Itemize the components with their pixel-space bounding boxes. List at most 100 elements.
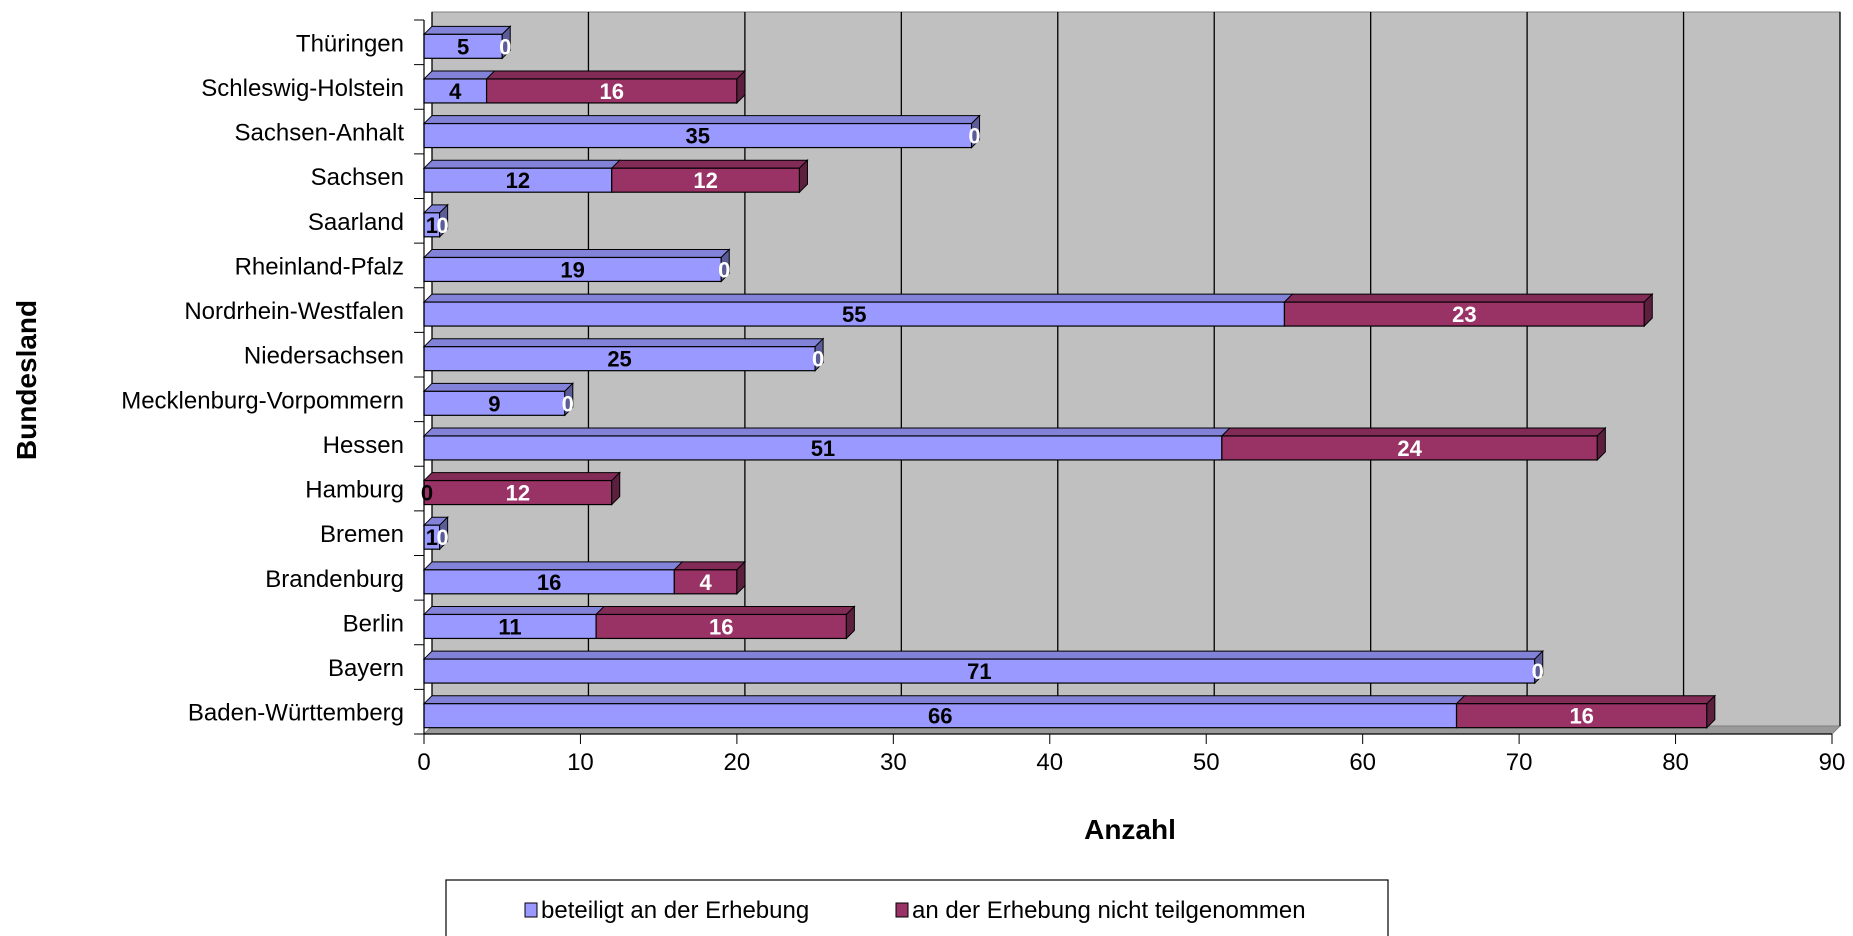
bar-side-5 <box>720 248 730 283</box>
data-label-0-7: 25 <box>607 347 631 372</box>
category-label-13: Berlin <box>343 610 404 637</box>
x-tick-label-6: 60 <box>1349 749 1376 776</box>
x-tick-label-1: 10 <box>567 749 594 776</box>
bar-top-0-3 <box>422 159 621 169</box>
bar-0-14 <box>423 658 1536 684</box>
bar-top-1-6 <box>1283 293 1654 303</box>
category-label-11: Bremen <box>320 521 404 548</box>
legend-label-series-1: beteiligt an der Erhebung <box>541 897 809 924</box>
data-label-0-10: 0 <box>421 481 433 506</box>
legend-box <box>445 879 1389 936</box>
legend-swatch-series-2 <box>895 902 909 918</box>
bar-0-13 <box>423 613 597 640</box>
category-label-4: Saarland <box>308 209 404 236</box>
category-label-1: Schleswig-Holstein <box>201 75 404 102</box>
bar-side-0 <box>501 25 511 60</box>
bar-top-0-7 <box>422 338 825 348</box>
data-label-1-6: 23 <box>1452 302 1476 327</box>
bar-1-6 <box>1283 301 1645 327</box>
bar-side-2 <box>971 114 981 149</box>
bar-top-0-1 <box>422 70 496 80</box>
category-label-14: Bayern <box>328 655 404 682</box>
bar-top-1-9 <box>1220 427 1607 437</box>
legend: beteiligt an der Erhebung an der Erhebun… <box>445 879 1389 936</box>
bar-1-9 <box>1221 435 1598 461</box>
x-axis-title: Anzahl <box>1084 814 1176 845</box>
category-label-9: Hessen <box>323 432 404 459</box>
data-label-1-3: 12 <box>693 168 717 193</box>
bar-side-7 <box>814 337 824 372</box>
data-label-0-5: 19 <box>560 257 584 282</box>
bar-0-6 <box>423 301 1286 327</box>
data-label-1-10: 12 <box>506 481 530 506</box>
data-label-1-8: 0 <box>562 391 574 416</box>
bar-0-5 <box>423 256 722 283</box>
legend-label-series-2: an der Erhebung nicht teilgenommen <box>912 897 1306 924</box>
data-label-0-13: 11 <box>498 614 521 639</box>
data-label-0-4: 1 <box>426 213 438 238</box>
y-axis-title: Bundesland <box>11 300 42 460</box>
bar-side-6 <box>1643 292 1653 328</box>
bar-top-1-10 <box>422 472 621 482</box>
bar-0-2 <box>423 122 973 149</box>
axes: Thüringen Schleswig-Holstein Sachsen-Anhal… <box>121 19 1846 776</box>
x-tick-label-7: 70 <box>1506 749 1533 776</box>
bar-top-0-14 <box>422 650 1544 660</box>
data-label-1-5: 0 <box>718 257 730 282</box>
data-label-1-1: 16 <box>599 79 623 104</box>
category-label-5: Rheinland-Pfalz <box>235 253 404 280</box>
data-label-1-4: 0 <box>437 213 449 238</box>
category-label-8: Mecklenburg-Vorpommern <box>121 387 404 414</box>
data-label-0-6: 55 <box>842 302 866 327</box>
bar-top-0-5 <box>422 248 731 258</box>
category-label-12: Brandenburg <box>265 566 404 593</box>
bar-side-10 <box>611 471 621 506</box>
data-label-0-0: 5 <box>457 34 469 59</box>
bar-top-0-13 <box>422 605 606 615</box>
bar-top-1-1 <box>485 70 747 80</box>
category-label-15: Baden-Württemberg <box>188 700 404 727</box>
bar-0-1 <box>423 78 488 104</box>
bar-side-13 <box>845 605 855 640</box>
bar-1-3 <box>611 167 801 193</box>
data-label-1-0: 0 <box>499 34 511 59</box>
bar-side-11 <box>439 515 449 551</box>
legend-swatch-series-1 <box>524 902 538 918</box>
bar-1-1 <box>485 78 738 104</box>
category-label-3: Sachsen <box>311 164 404 191</box>
data-label-1-15: 16 <box>1569 704 1593 729</box>
category-label-10: Hamburg <box>305 477 404 504</box>
bar-top-0-6 <box>422 293 1294 303</box>
category-label-7: Niedersachsen <box>244 343 404 370</box>
bar-side-3 <box>798 158 808 194</box>
data-label-0-1: 4 <box>449 79 462 104</box>
data-label-0-14: 71 <box>967 659 991 684</box>
bar-1-12 <box>673 569 738 595</box>
bar-side-9 <box>1596 426 1606 462</box>
data-label-0-8: 9 <box>488 391 500 416</box>
category-label-0: Thüringen <box>296 30 404 57</box>
x-tick-label-9: 90 <box>1819 749 1846 776</box>
x-tick-label-4: 40 <box>1036 749 1063 776</box>
data-label-0-12: 16 <box>537 570 561 595</box>
bar-side-4 <box>439 203 449 239</box>
bar-side-1 <box>736 69 746 105</box>
x-tick-label-2: 20 <box>724 749 751 776</box>
data-label-1-9: 24 <box>1397 436 1422 461</box>
bar-1-13 <box>595 613 847 640</box>
data-label-1-2: 0 <box>968 124 980 149</box>
bar-top-1-3 <box>610 159 809 169</box>
bar-side-14 <box>1534 649 1544 685</box>
bar-top-0-9 <box>422 427 1232 437</box>
data-label-0-11: 1 <box>426 525 438 550</box>
x-tick-label-0: 0 <box>417 749 430 776</box>
bar-top-0-12 <box>422 561 684 571</box>
bar-top-0-15 <box>422 695 1466 705</box>
data-label-1-7: 0 <box>812 347 824 372</box>
category-label-2: Sachsen-Anhalt <box>235 120 405 147</box>
x-tick-label-3: 30 <box>880 749 907 776</box>
bar-top-0-2 <box>422 115 981 125</box>
category-label-6: Nordrhein-Westfalen <box>184 298 404 325</box>
